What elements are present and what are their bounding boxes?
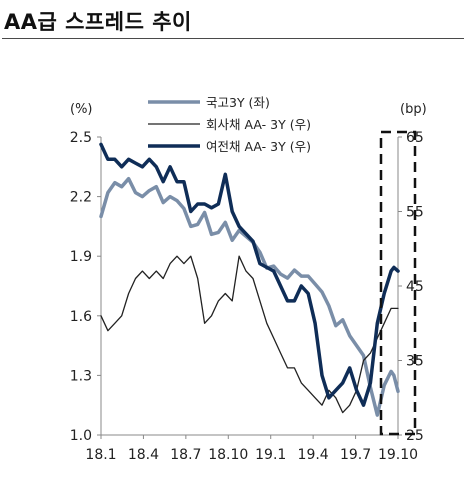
x-tick-label: 19.7	[340, 447, 371, 463]
x-tick-label: 19.10	[378, 447, 418, 463]
x-tick-label: 19.1	[255, 447, 286, 463]
highlight-box	[379, 130, 417, 436]
legend-label-1: 국고3Y (좌)	[206, 95, 270, 110]
x-tick-label: 18.4	[128, 447, 159, 463]
legend-label-2: 회사채 AA- 3Y (우)	[206, 117, 311, 132]
legend: 국고3Y (좌) 회사채 AA- 3Y (우) 여전채 AA- 3Y (우)	[148, 95, 311, 154]
x-tick-label: 18.1	[85, 447, 116, 463]
series-line-2	[100, 255, 399, 414]
legend-label-3: 여전채 AA- 3Y (우)	[206, 139, 311, 154]
left-tick-label: 1.3	[70, 368, 92, 384]
left-tick-label: 1.9	[70, 249, 92, 265]
left-tick-label: 2.2	[70, 190, 92, 206]
x-tick-label: 19.4	[298, 447, 329, 463]
left-tick-label: 1.0	[70, 428, 92, 444]
left-tick-label: 1.6	[70, 309, 92, 325]
right-tick-label: 25	[406, 428, 424, 444]
title-divider	[2, 38, 464, 39]
chart-title: AA급 스프레드 추이	[4, 10, 192, 34]
right-axis-unit: (bp)	[400, 102, 427, 117]
right-tick-label: 45	[406, 279, 424, 295]
left-axis-unit: (%)	[70, 102, 93, 117]
left-tick-label: 2.5	[70, 130, 92, 146]
series-lines	[99, 142, 400, 417]
series-line-3	[99, 142, 400, 407]
x-tick-label: 18.10	[208, 447, 248, 463]
x-tick-label: 18.7	[170, 447, 201, 463]
dashed-highlight-box	[379, 130, 417, 436]
